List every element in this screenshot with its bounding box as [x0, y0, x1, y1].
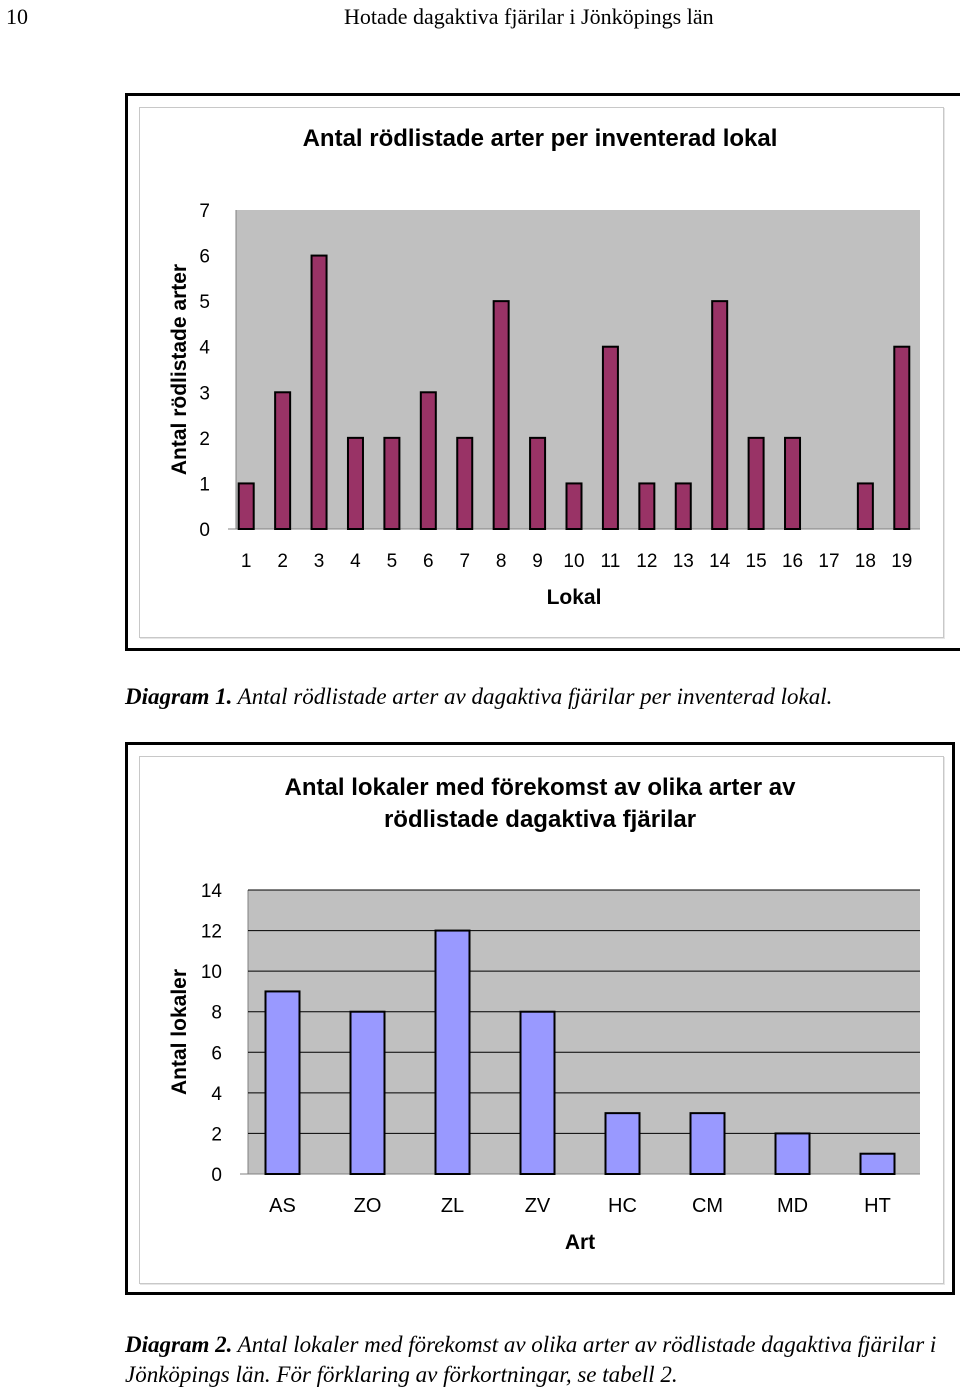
y-tick-label: 6 [199, 247, 210, 268]
x-axis-label: Lokal [547, 586, 602, 609]
plot-area [248, 890, 920, 1174]
y-tick-label: 0 [199, 520, 210, 541]
bar [383, 436, 401, 531]
bar [601, 345, 619, 531]
x-tick-label: 11 [601, 551, 621, 572]
bar [519, 1010, 556, 1176]
bar [638, 482, 656, 530]
chart-area [139, 756, 944, 1284]
y-tick-label: 7 [199, 201, 210, 222]
y-tick-label: 6 [211, 1043, 222, 1064]
x-tick-label: 8 [496, 551, 507, 572]
x-tick-label: HC [608, 1195, 637, 1217]
y-tick-label: 2 [211, 1124, 222, 1145]
x-tick-label: HT [864, 1195, 891, 1217]
x-tick-label: 17 [818, 551, 839, 572]
y-tick-label: 0 [211, 1165, 222, 1186]
x-tick-label: 5 [387, 551, 398, 572]
bar [774, 1132, 811, 1176]
x-tick-label: 13 [673, 551, 694, 572]
y-axis-label: Antal rödlistade arter [168, 264, 191, 475]
caption-text: Antal rödlistade arter av dagaktiva fjär… [232, 684, 833, 709]
bar [747, 436, 765, 531]
x-tick-label: 16 [782, 551, 803, 572]
bar [893, 345, 911, 531]
bar [346, 436, 364, 531]
x-tick-label: 9 [532, 551, 543, 572]
x-tick-label: 2 [277, 551, 288, 572]
y-tick-label: 4 [211, 1084, 222, 1105]
bar [274, 391, 292, 530]
bar [529, 436, 547, 531]
bar [492, 300, 510, 530]
bar [237, 482, 255, 530]
bar [689, 1112, 726, 1175]
x-tick-label: 7 [459, 551, 470, 572]
caption-diagram-2: Diagram 2. Antal lokaler med förekomst a… [125, 1330, 960, 1390]
y-tick-label: 12 [201, 922, 222, 943]
x-tick-label: 6 [423, 551, 434, 572]
running-title: Hotade dagaktiva fjärilar i Jönköpings l… [344, 4, 714, 29]
y-tick-label: 1 [199, 474, 210, 495]
x-tick-label: ZL [441, 1195, 464, 1217]
bar [310, 254, 328, 530]
x-tick-label: 14 [709, 551, 731, 572]
bar [859, 1152, 896, 1175]
y-tick-label: 2 [199, 429, 210, 450]
bar [456, 436, 474, 531]
x-axis-label: Art [565, 1231, 595, 1254]
x-tick-label: 19 [891, 551, 912, 572]
y-axis-label: Antal lokaler [168, 969, 191, 1095]
y-tick-label: 5 [199, 292, 210, 313]
bar [565, 482, 583, 530]
caption-label: Diagram 1. [125, 684, 233, 709]
bar [674, 482, 692, 530]
x-tick-label: AS [269, 1195, 296, 1217]
chart-title-line: rödlistade dagaktiva fjärilar [384, 806, 696, 833]
caption-label: Diagram 2. [125, 1332, 233, 1357]
bar [856, 482, 874, 530]
y-tick-label: 8 [211, 1003, 222, 1024]
x-tick-label: 1 [241, 551, 252, 572]
y-tick-label: 10 [201, 962, 222, 983]
chart-title: Antal rödlistade arter per inventerad lo… [303, 125, 778, 152]
x-tick-label: MD [777, 1195, 808, 1217]
chart-area [139, 107, 944, 638]
caption-text: Antal lokaler med förekomst av olika art… [125, 1332, 937, 1387]
x-tick-label: 3 [314, 551, 325, 572]
bar [711, 300, 729, 530]
chart-title-line: Antal lokaler med förekomst av olika art… [285, 774, 797, 801]
bar [784, 436, 802, 531]
page-number: 10 [6, 4, 28, 29]
x-tick-label: 10 [563, 551, 584, 572]
y-tick-label: 3 [199, 383, 210, 404]
bar [419, 391, 437, 530]
bar [604, 1112, 641, 1175]
x-tick-label: 4 [350, 551, 361, 572]
x-tick-label: 18 [855, 551, 876, 572]
bar [264, 990, 301, 1176]
y-tick-label: 4 [199, 338, 210, 359]
caption-diagram-1: Diagram 1. Antal rödlistade arter av dag… [125, 682, 832, 712]
bar [349, 1010, 386, 1176]
x-tick-label: ZO [354, 1195, 382, 1217]
x-tick-label: 12 [636, 551, 657, 572]
page-header: 10 Hotade dagaktiva fjärilar i Jönköping… [0, 0, 960, 40]
x-tick-label: CM [692, 1195, 723, 1217]
x-tick-label: 15 [746, 551, 767, 572]
x-tick-label: ZV [525, 1195, 551, 1217]
bar [434, 929, 471, 1175]
y-tick-label: 14 [201, 881, 223, 902]
